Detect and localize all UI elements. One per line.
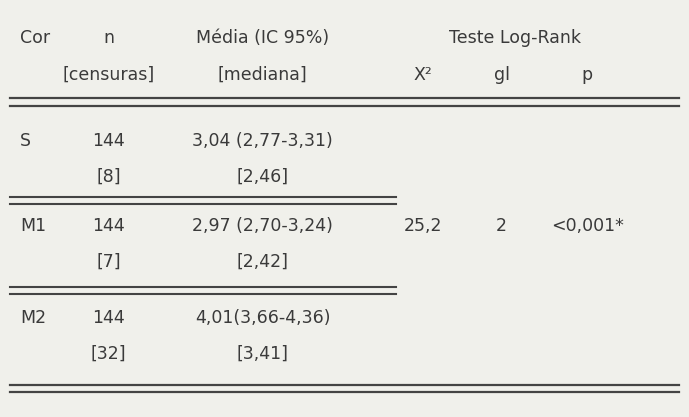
Text: [mediana]: [mediana] [218, 66, 307, 84]
Text: [2,46]: [2,46] [236, 167, 289, 186]
Text: [32]: [32] [91, 344, 127, 362]
Text: X²: X² [413, 66, 433, 84]
Text: 4,01(3,66-4,36): 4,01(3,66-4,36) [195, 309, 330, 327]
Text: 2: 2 [496, 217, 507, 235]
Text: Cor: Cor [20, 29, 50, 47]
Text: p: p [582, 66, 593, 84]
Text: n: n [103, 29, 114, 47]
Text: [2,42]: [2,42] [236, 253, 289, 271]
Text: S: S [20, 132, 31, 150]
Text: 2,97 (2,70-3,24): 2,97 (2,70-3,24) [192, 217, 333, 235]
Text: gl: gl [494, 66, 510, 84]
Text: 3,04 (2,77-3,31): 3,04 (2,77-3,31) [192, 132, 333, 150]
Text: 25,2: 25,2 [404, 217, 442, 235]
Text: 144: 144 [92, 132, 125, 150]
Text: M2: M2 [20, 309, 46, 327]
Text: [3,41]: [3,41] [236, 344, 289, 362]
Text: [censuras]: [censuras] [63, 66, 155, 84]
Text: 144: 144 [92, 309, 125, 327]
Text: M1: M1 [20, 217, 46, 235]
Text: [8]: [8] [96, 167, 121, 186]
Text: <0,001*: <0,001* [551, 217, 624, 235]
Text: Média (IC 95%): Média (IC 95%) [196, 29, 329, 47]
Text: 144: 144 [92, 217, 125, 235]
Text: [7]: [7] [96, 253, 121, 271]
Text: Teste Log-Rank: Teste Log-Rank [449, 29, 582, 47]
